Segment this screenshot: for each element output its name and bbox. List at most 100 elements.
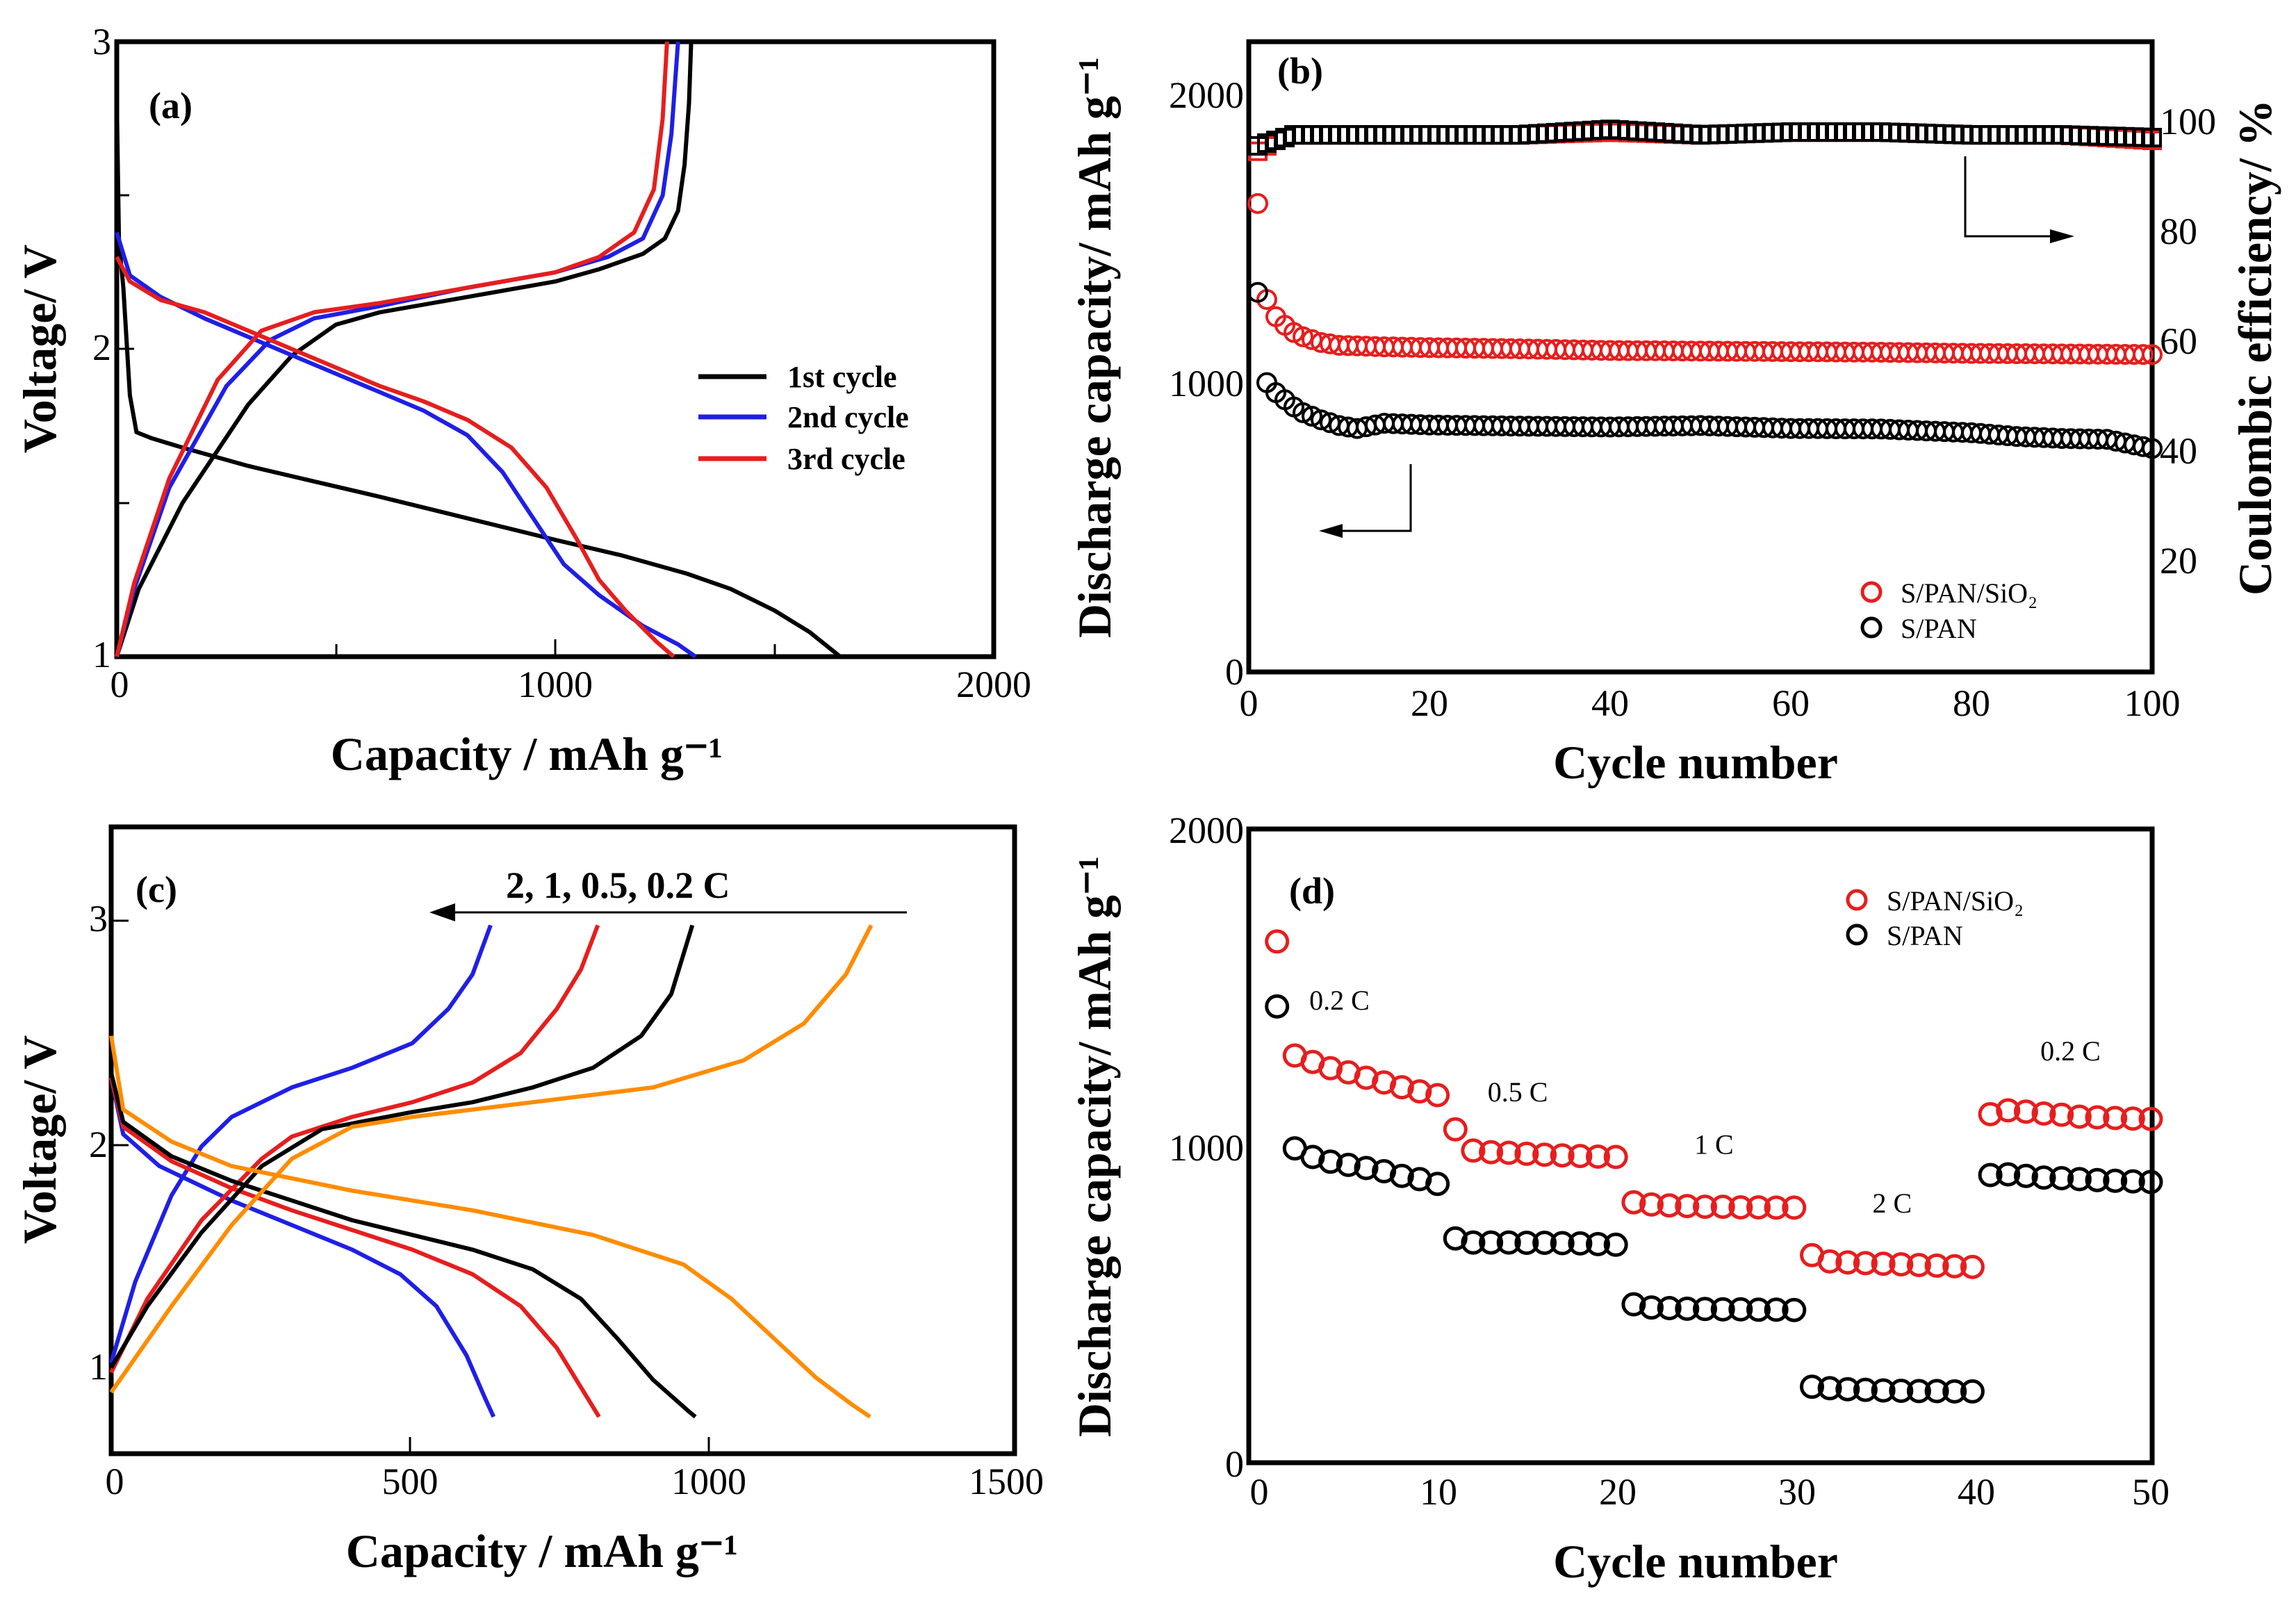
data-point-d	[2085, 1167, 2110, 1192]
data-point-b	[1302, 406, 1322, 427]
panel-b: (b) Discharge capacity/ mAh g⁻¹ Coulombi…	[1068, 39, 2281, 789]
legend-a: 1st cycle 2nd cycle 3rd cycle	[698, 360, 909, 476]
data-point-d	[1443, 1226, 1468, 1251]
data-point-d	[1675, 1296, 1700, 1321]
rate-label-d: 1 C	[1694, 1128, 1734, 1160]
data-point-d	[1871, 1251, 1896, 1276]
data-point-d	[1906, 1253, 1931, 1277]
data-point-d	[1639, 1295, 1664, 1320]
legend-label-a: 3rd cycle	[787, 442, 905, 476]
ce-point-b	[2142, 128, 2162, 147]
y2-tick-label-b: 40	[2160, 430, 2197, 472]
data-point-d	[1621, 1190, 1646, 1215]
y-tick-label-c: 1	[89, 1346, 108, 1388]
data-point-d	[2120, 1106, 2145, 1131]
y-tick-label-b: 2000	[1169, 74, 1244, 116]
curve-discharge-c	[109, 1077, 496, 1418]
curve-discharge-a	[115, 256, 675, 659]
y-axis-title-c: Voltage/ V	[13, 1035, 66, 1244]
data-point-d	[1265, 994, 1290, 1019]
legend-label-d: S/PAN	[1887, 920, 1963, 951]
data-point-b	[2133, 436, 2154, 457]
legend-label-a: 1st cycle	[787, 360, 897, 394]
x-tick-label-b: 40	[1591, 682, 1629, 724]
data-point-d	[1942, 1254, 1967, 1279]
data-point-d	[1568, 1231, 1593, 1256]
rate-annotation-c: 2, 1, 0.5, 0.2 C	[429, 864, 907, 921]
data-point-d	[1960, 1379, 1985, 1404]
rate-label-d: 0.2 C	[1309, 985, 1370, 1016]
panel-label-a: (a)	[149, 85, 192, 126]
data-point-d	[1728, 1297, 1753, 1322]
data-point-d	[1336, 1152, 1361, 1177]
x-tick-label-c: 1500	[969, 1461, 1044, 1502]
data-point-d	[1889, 1252, 1914, 1276]
data-point-d	[1924, 1379, 1949, 1404]
legend-marker-d	[1846, 923, 1868, 946]
data-point-d	[1764, 1195, 1789, 1220]
legend-label-b: S/PAN	[1901, 613, 1977, 644]
data-point-d	[1960, 1254, 1985, 1279]
data-point-d	[1710, 1194, 1735, 1220]
data-point-d	[1568, 1144, 1593, 1169]
data-point-d	[1693, 1297, 1717, 1322]
data-point-d	[2031, 1165, 2056, 1190]
data-point-d	[2031, 1101, 2056, 1126]
x-tick-label-b: 20	[1411, 682, 1448, 724]
data-point-d	[2049, 1166, 2074, 1190]
data-point-d	[1996, 1162, 2021, 1187]
data-point-d	[1853, 1377, 1878, 1402]
data-point-b	[1247, 192, 1268, 214]
data-point-d	[2085, 1105, 2110, 1130]
panel-label-d: (d)	[1289, 870, 1335, 912]
legend-marker-b	[1860, 581, 1883, 603]
legend-b: S/PAN/SiO₂ S/PAN	[1860, 577, 2037, 644]
data-point-d	[2049, 1102, 2074, 1127]
data-point-d	[1996, 1098, 2021, 1123]
data-point-d	[1425, 1083, 1450, 1108]
panel-label-c: (c)	[136, 869, 177, 910]
curves-c	[109, 924, 874, 1419]
curve-discharge-a	[115, 97, 842, 659]
legend-label-a: 2nd cycle	[787, 400, 909, 434]
data-point-d	[1817, 1376, 1842, 1401]
y-axis-title-d: Discharge capacity/ mAh g⁻¹	[1068, 856, 1121, 1437]
y-tick-label-a: 1	[92, 634, 111, 675]
data-point-d	[2013, 1099, 2038, 1124]
x-axis-title-a: Capacity / mAh g⁻¹	[331, 728, 723, 780]
y-tick-label-d: 0	[1225, 1443, 1244, 1485]
x-axis-title-d: Cycle number	[1553, 1535, 1838, 1588]
data-point-d	[1817, 1249, 1842, 1274]
x-tick-label-d: 30	[1778, 1471, 1816, 1513]
y-tick-label-a: 3	[92, 21, 111, 63]
x-tick-label-d: 10	[1420, 1471, 1457, 1513]
data-point-d	[1800, 1374, 1824, 1399]
rate-label-d: 0.5 C	[1488, 1076, 1548, 1108]
data-point-d	[2067, 1104, 2092, 1129]
data-point-d	[1603, 1232, 1628, 1257]
data-point-d	[1603, 1144, 1628, 1169]
data-point-d	[1782, 1297, 1807, 1322]
legend-label-b: S/PAN/SiO₂	[1901, 577, 2037, 609]
x-axis-title-b: Cycle number	[1553, 736, 1838, 789]
data-point-d	[1693, 1194, 1717, 1220]
points-b	[1247, 120, 2163, 459]
panel-c: (c) Voltage/ V Capacity / mAh g⁻¹ 0 500 …	[13, 824, 1044, 1577]
y2-tick-label-b: 100	[2160, 101, 2216, 142]
rate-labels-d: 0.2 C 0.5 C 1 C 2 C 0.2 C	[1309, 985, 2101, 1219]
data-point-d	[1835, 1377, 1860, 1402]
x-tick-label-a: 1000	[518, 664, 593, 705]
x-tick-label-b: 60	[1772, 682, 1810, 724]
data-point-d	[1479, 1230, 1504, 1255]
legend-marker-b	[1860, 616, 1883, 639]
curve-charge-c	[109, 924, 874, 1394]
data-point-b	[1293, 402, 1313, 423]
rate-arrow-head-c	[429, 903, 455, 921]
x-ticks-c: 0 500 1000 1500	[106, 1437, 1044, 1502]
curves-a	[115, 41, 842, 659]
data-point-d	[1496, 1230, 1521, 1255]
curve-charge-c	[109, 924, 493, 1363]
data-point-d	[2138, 1169, 2163, 1194]
curve-discharge-c	[109, 1035, 871, 1419]
rate-annotation-text-c: 2, 1, 0.5, 0.2 C	[506, 864, 730, 906]
